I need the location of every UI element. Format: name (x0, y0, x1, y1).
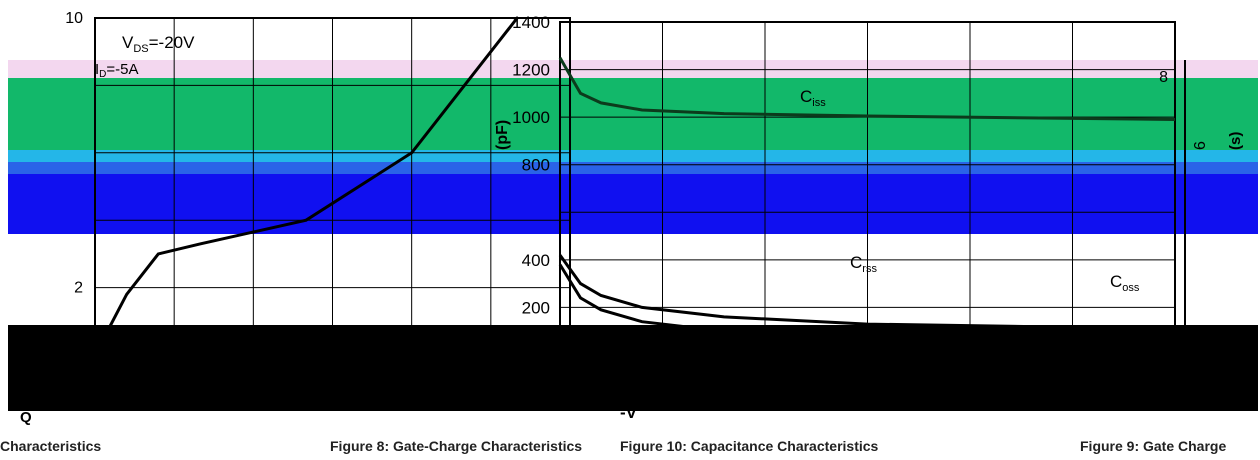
caption-center: Figure 10: Capacitance Characteristics (620, 438, 879, 454)
annotation-id: ID=-5A (95, 61, 139, 80)
overlay-band-green (8, 78, 1258, 153)
x-tick-label: 15 (859, 375, 877, 392)
caption-left: Characteristics (0, 438, 102, 454)
series-line (93, 17, 519, 356)
caption-row: Characteristics Figure 8: Gate-Charge Ch… (0, 430, 1260, 460)
x-tick-label: 40 (508, 375, 526, 392)
y-tick-label: 2 (74, 280, 83, 297)
overlay-band-deep-blue (8, 174, 1258, 234)
caption-middle: Figure 8: Gate-Charge Characteristics (330, 438, 583, 454)
x-tick-label: 30 (1166, 375, 1184, 392)
y-tick-label: 1200 (512, 61, 550, 80)
y-tick-label: 8 (1159, 69, 1168, 86)
x-tick-label: 0 (556, 375, 565, 392)
series-label: Coss (1110, 272, 1140, 294)
partial-right-chart: 8 6 (s) (1159, 60, 1244, 360)
x-tick-label: 20 (961, 375, 979, 392)
y-axis-label: (pF) (494, 120, 511, 150)
y-tick-label: 400 (522, 251, 550, 270)
x-tick-label: 5 (658, 375, 667, 392)
y-tick-label: 200 (522, 298, 550, 317)
y-tick-label: 0 (74, 347, 83, 364)
series-label: Ciss (800, 87, 826, 109)
x-tick-label: 10 (192, 375, 210, 392)
series-line (558, 254, 1176, 331)
y-tick-label: 0 (541, 346, 550, 365)
y-tick-label: 1000 (512, 108, 550, 127)
annotation-vds: VDS=-20V (122, 33, 195, 55)
x-tick-label: 30 (403, 375, 421, 392)
y-axis-label: (s) (1227, 132, 1244, 150)
y-tick-label: 6 (1192, 141, 1209, 150)
caption-right: Figure 9: Gate Charge (1080, 438, 1227, 454)
x-axis-label: -V (620, 403, 638, 422)
series-line (558, 263, 1176, 343)
y-tick-label: 10 (65, 10, 83, 27)
series-label: Crss (850, 253, 877, 275)
x-tick-label: 25 (1064, 375, 1082, 392)
overlay-band-pink (8, 60, 1258, 78)
x-axis-label: Q (20, 409, 32, 426)
x-tick-label: 20 (297, 375, 315, 392)
y-tick-label: 800 (522, 156, 550, 175)
series-line (558, 56, 1176, 121)
x-tick-label: 10 (756, 375, 774, 392)
capacitance-chart: 1400 1200 1000 800 400 200 00 5 10 15 20 25 30 Ciss Co… (494, 13, 1184, 422)
y-tick-label: 1400 (512, 13, 550, 32)
